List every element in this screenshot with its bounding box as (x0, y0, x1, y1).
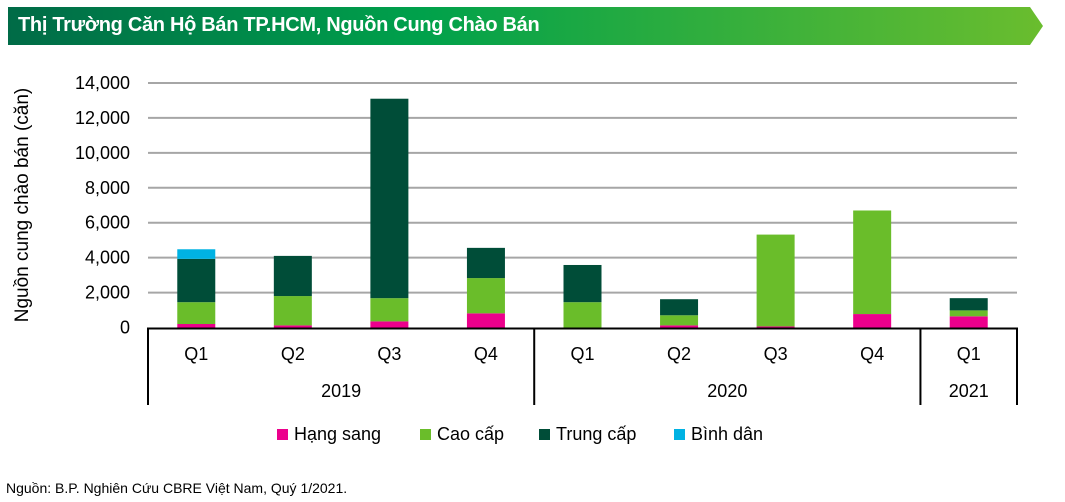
x-tick-label: Q1 (184, 344, 208, 364)
bar-segment (563, 264, 602, 303)
bar-segment (177, 258, 216, 303)
legend-item: Cao cấp (420, 424, 504, 445)
legend-swatch (674, 429, 685, 440)
x-tick-label: Q2 (281, 344, 305, 364)
legend-item: Bình dân (674, 424, 763, 445)
bar-segment (949, 316, 988, 328)
legend-swatch (420, 429, 431, 440)
legend-label: Trung cấp (556, 424, 637, 444)
bar-segment (466, 278, 505, 314)
bar-segment (177, 249, 216, 259)
bar-segment (853, 314, 892, 328)
legend-label: Hạng sang (294, 424, 382, 444)
bar-segment (370, 321, 409, 328)
y-tick-label: 2,000 (85, 283, 130, 303)
bar-segment (949, 298, 988, 311)
x-tick-label: Q3 (764, 344, 788, 364)
bar-segment (177, 302, 216, 325)
y-axis-label: Nguồn cung chào bán (căn) (12, 88, 33, 323)
legend-label: Cao cấp (437, 424, 505, 444)
bar-segment (370, 298, 409, 322)
y-tick-label: 12,000 (75, 108, 130, 128)
bar-segment (273, 255, 312, 297)
bar-segment (660, 315, 699, 326)
title-banner (8, 7, 1043, 45)
y-tick-label: 14,000 (75, 73, 130, 93)
bar-segment (756, 234, 795, 327)
legend-item: Trung cấp (539, 424, 636, 445)
bar-segment (177, 324, 216, 328)
bar-segment (466, 313, 505, 328)
bar-segment (370, 98, 409, 299)
group-label: 2020 (707, 381, 747, 401)
chart-title: Thị Trường Căn Hộ Bán TP.HCM, Nguồn Cung… (18, 14, 540, 36)
x-tick-label: Q1 (957, 344, 981, 364)
legend-swatch (277, 429, 288, 440)
bar-segment (660, 299, 699, 316)
x-tick-label: Q2 (667, 344, 691, 364)
bar-segment (563, 302, 602, 328)
bar-segment (466, 247, 505, 279)
x-tick-label: Q4 (474, 344, 498, 364)
bar-segment (756, 326, 795, 328)
y-tick-label: 10,000 (75, 143, 130, 163)
y-tick-label: 4,000 (85, 248, 130, 268)
x-tick-label: Q3 (377, 344, 401, 364)
y-tick-label: 6,000 (85, 213, 130, 233)
bar-segment (273, 325, 312, 328)
bar-segment (949, 310, 988, 317)
group-label: 2019 (321, 381, 361, 401)
y-tick-label: 8,000 (85, 178, 130, 198)
bar-segment (273, 296, 312, 326)
bar-segment (660, 325, 699, 328)
stacked-bar-chart: 0 2,000 4,000 6,000 8,000 10,000 12,000 14,000 N… (12, 73, 1018, 405)
legend-item: Hạng sang (277, 424, 381, 445)
source-note: Nguồn: B.P. Nghiên Cứu CBRE Việt Nam, Qu… (6, 480, 348, 496)
x-tick-label: Q1 (570, 344, 594, 364)
legend-swatch (539, 429, 550, 440)
group-label: 2021 (949, 381, 989, 401)
legend-label: Bình dân (691, 424, 764, 444)
bar-segment (853, 210, 892, 315)
y-tick-label: 0 (120, 318, 130, 338)
x-tick-label: Q4 (860, 344, 884, 364)
